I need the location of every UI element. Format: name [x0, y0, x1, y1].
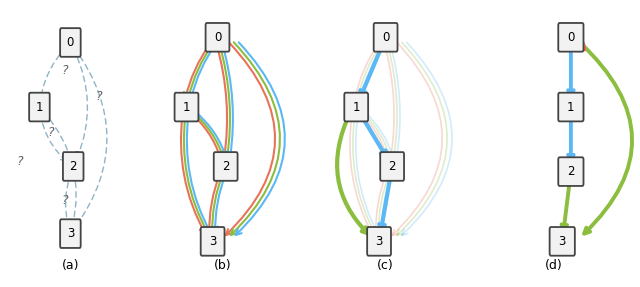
Text: (b): (b)	[214, 259, 231, 272]
FancyBboxPatch shape	[550, 227, 575, 256]
Text: ?: ?	[17, 155, 23, 168]
Text: 2: 2	[388, 160, 396, 173]
Text: 1: 1	[183, 100, 190, 114]
Text: 1: 1	[36, 100, 43, 114]
Text: 1: 1	[567, 100, 575, 114]
FancyBboxPatch shape	[558, 23, 584, 52]
FancyBboxPatch shape	[60, 28, 81, 57]
Text: 0: 0	[214, 31, 221, 44]
FancyBboxPatch shape	[29, 93, 50, 121]
FancyBboxPatch shape	[201, 227, 225, 256]
FancyBboxPatch shape	[60, 219, 81, 248]
FancyBboxPatch shape	[344, 93, 368, 121]
FancyBboxPatch shape	[380, 152, 404, 181]
FancyBboxPatch shape	[63, 152, 83, 181]
Text: ?: ?	[73, 150, 79, 163]
Text: 3: 3	[67, 227, 74, 240]
Text: (d): (d)	[545, 259, 563, 272]
Text: ?: ?	[61, 193, 68, 207]
FancyBboxPatch shape	[374, 23, 397, 52]
Text: 3: 3	[376, 235, 383, 248]
Text: (a): (a)	[61, 259, 79, 272]
FancyBboxPatch shape	[558, 157, 584, 186]
FancyBboxPatch shape	[367, 227, 391, 256]
Text: ?: ?	[95, 90, 102, 103]
FancyBboxPatch shape	[205, 23, 229, 52]
FancyBboxPatch shape	[214, 152, 237, 181]
Text: (c): (c)	[377, 259, 394, 272]
Text: 0: 0	[67, 36, 74, 49]
Text: 0: 0	[567, 31, 575, 44]
Text: 2: 2	[222, 160, 229, 173]
Text: ?: ?	[47, 126, 54, 139]
Text: 0: 0	[382, 31, 389, 44]
Text: 2: 2	[567, 165, 575, 178]
Text: 3: 3	[559, 235, 566, 248]
Text: ?: ?	[61, 64, 68, 77]
Text: 3: 3	[209, 235, 216, 248]
FancyBboxPatch shape	[558, 93, 584, 121]
Text: 1: 1	[353, 100, 360, 114]
Text: 2: 2	[70, 160, 77, 173]
FancyBboxPatch shape	[175, 93, 198, 121]
